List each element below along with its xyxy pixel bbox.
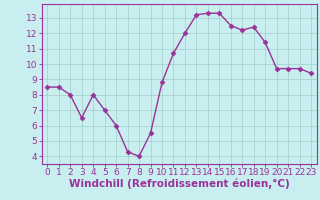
X-axis label: Windchill (Refroidissement éolien,°C): Windchill (Refroidissement éolien,°C) [69, 179, 290, 189]
